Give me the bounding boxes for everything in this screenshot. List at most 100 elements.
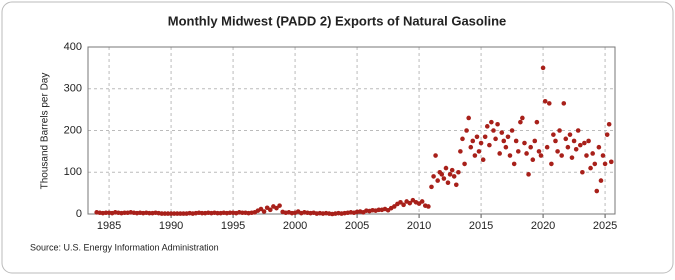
x-tick-label: 2000: [283, 220, 307, 232]
point: [553, 138, 558, 144]
source: Source: U.S. Energy Information Administ…: [30, 242, 219, 252]
point: [511, 161, 517, 167]
point: [507, 153, 513, 158]
y-tick-label: 400: [64, 41, 82, 53]
point: [592, 161, 598, 167]
point: [468, 144, 474, 150]
point: [606, 121, 612, 127]
point: [435, 178, 440, 183]
point: [513, 138, 519, 144]
point: [532, 138, 538, 144]
point: [472, 153, 478, 158]
point: [491, 128, 496, 133]
point: [561, 101, 567, 106]
point: [441, 176, 447, 181]
point: [458, 149, 463, 154]
point: [522, 140, 527, 146]
y-axis-label: Thousand Barrels per Day: [40, 73, 51, 190]
point: [431, 174, 436, 179]
point: [577, 142, 583, 148]
point: [419, 199, 425, 204]
point: [598, 178, 604, 183]
point: [580, 169, 585, 175]
point: [462, 161, 467, 167]
x-tick-label: 2015: [469, 220, 493, 232]
x-tick-label: 2005: [345, 220, 369, 232]
x-tick-label: 1990: [159, 220, 183, 232]
point: [520, 115, 525, 121]
y-tick-label: 0: [76, 208, 82, 220]
point: [456, 169, 461, 175]
point: [575, 128, 581, 133]
point: [476, 149, 482, 154]
point: [549, 161, 554, 167]
point: [571, 138, 577, 144]
point: [429, 184, 434, 190]
point: [401, 202, 406, 208]
point: [398, 200, 403, 205]
chart-frame: [1, 1, 674, 274]
point: [274, 205, 279, 211]
point: [565, 144, 571, 150]
y-tick-label: 100: [64, 166, 82, 178]
point: [563, 136, 569, 142]
point: [596, 144, 602, 150]
point: [258, 206, 264, 212]
x-tick-label: 1995: [221, 220, 245, 232]
point: [524, 151, 529, 156]
point: [478, 140, 484, 146]
point: [588, 165, 593, 171]
point: [484, 124, 490, 129]
point: [497, 151, 502, 156]
x-tick-label: 2025: [593, 220, 617, 232]
point: [573, 146, 579, 152]
point: [466, 115, 471, 121]
point: [261, 209, 267, 214]
point: [451, 174, 457, 179]
point: [443, 165, 449, 171]
point: [542, 98, 548, 104]
point: [480, 157, 486, 163]
point: [407, 200, 413, 206]
point: [534, 119, 540, 125]
x-tick-label: 2010: [407, 220, 431, 232]
y-tick-label: 300: [64, 83, 82, 95]
point: [526, 172, 531, 177]
point: [538, 153, 544, 158]
point: [391, 204, 397, 209]
point: [487, 142, 492, 148]
point: [518, 119, 523, 125]
point: [559, 153, 564, 158]
point: [530, 157, 536, 163]
point: [590, 151, 595, 156]
point: [586, 138, 591, 144]
point: [594, 188, 600, 194]
point: [449, 167, 455, 173]
point: [557, 128, 562, 133]
point: [604, 132, 610, 137]
x-tick-label: 2020: [531, 220, 555, 232]
y-tick-label: 200: [64, 124, 82, 136]
point: [551, 132, 556, 137]
point: [600, 153, 606, 158]
point: [464, 128, 469, 133]
point: [540, 65, 546, 71]
point: [267, 207, 273, 213]
point: [499, 130, 505, 135]
point: [567, 132, 573, 137]
chart-title: Monthly Midwest (PADD 2) Exports of Natu…: [168, 13, 507, 28]
point: [515, 149, 521, 154]
point: [602, 161, 608, 167]
point: [509, 128, 515, 133]
point: [495, 121, 500, 127]
point: [439, 172, 445, 177]
point: [584, 153, 589, 158]
point: [453, 182, 459, 188]
point: [528, 144, 533, 150]
point: [277, 203, 282, 208]
point: [445, 180, 451, 185]
point: [447, 172, 453, 177]
point: [555, 149, 560, 154]
point: [460, 136, 465, 142]
